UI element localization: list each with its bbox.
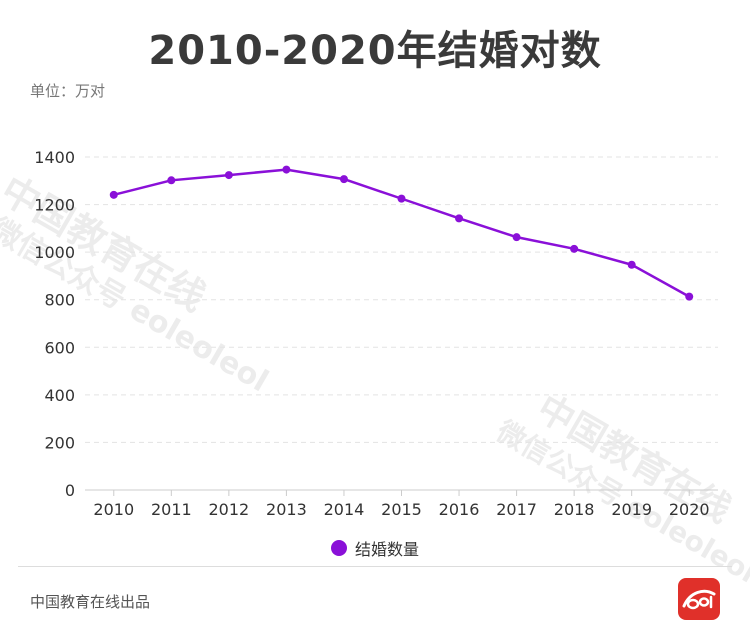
data-point [224, 171, 233, 180]
data-point [685, 292, 694, 301]
x-tick-label: 2019 [611, 500, 652, 519]
footer-credit: 中国教育在线出品 [30, 593, 151, 611]
x-tick-label: 2018 [554, 500, 595, 519]
y-tick-label: 800 [44, 291, 75, 310]
data-point [455, 214, 464, 223]
x-tick-label: 2011 [151, 500, 192, 519]
x-tick-labels: 2010 2011 2012 2013 2014 2015 2016 2017 2018 2019… [93, 500, 709, 519]
y-tick-labels: 0 200 400 600 800 1000 1200 1400 [34, 148, 75, 500]
x-tick-label: 2010 [93, 500, 134, 519]
y-tick-label: 1400 [34, 148, 75, 167]
x-tick-label: 2020 [669, 500, 710, 519]
data-point [512, 233, 521, 242]
data-point [282, 165, 291, 174]
data-point [627, 260, 636, 269]
chart-title: 2010-2020年结婚对数 [148, 28, 602, 74]
y-tick-label: 1000 [34, 243, 75, 262]
eol-logo-icon [682, 589, 716, 610]
x-tick-label: 2015 [381, 500, 422, 519]
y-tick-label: 200 [44, 433, 75, 452]
axis-layer [85, 489, 718, 496]
y-tick-label: 1200 [34, 196, 75, 215]
eol-logo [678, 578, 720, 620]
footer-divider [18, 566, 732, 567]
unit-label: 单位：万对 [30, 82, 106, 100]
data-point [570, 244, 579, 253]
x-tick-label: 2017 [496, 500, 537, 519]
x-tick-label: 2014 [324, 500, 365, 519]
series-layer [109, 165, 694, 301]
data-point [109, 190, 118, 199]
x-tick-label: 2012 [209, 500, 250, 519]
x-tick-label: 2013 [266, 500, 307, 519]
legend-label: 结婚数量 [354, 540, 419, 559]
data-point [397, 194, 406, 203]
y-tick-label: 600 [44, 338, 75, 357]
grid-layer [85, 156, 718, 443]
data-point [167, 176, 176, 185]
x-tick-label: 2016 [439, 500, 480, 519]
legend-marker [330, 540, 347, 556]
legend: 结婚数量 [0, 536, 750, 560]
y-tick-label: 400 [44, 386, 75, 405]
y-tick-label: 0 [65, 481, 75, 500]
series-line [113, 168, 690, 298]
data-point [339, 175, 348, 184]
